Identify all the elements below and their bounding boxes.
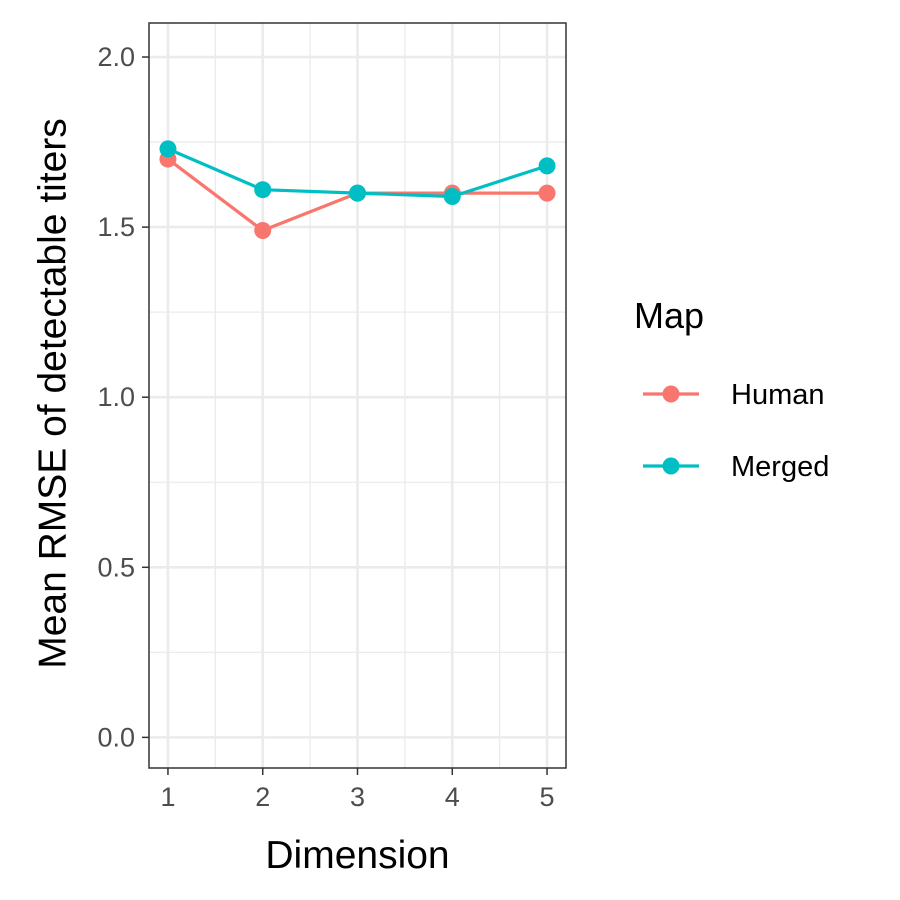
data-point	[443, 187, 461, 205]
legend-key-point	[662, 457, 680, 475]
legend-label: Human	[731, 379, 825, 411]
data-point	[254, 222, 272, 240]
legend: Map Human Merged	[634, 295, 829, 483]
y-axis-title: Mean RMSE of detectable titers	[32, 118, 75, 669]
x-axis-title: Dimension	[265, 834, 449, 877]
legend-label: Merged	[731, 451, 829, 483]
x-tick-label: 1	[160, 782, 175, 812]
x-tick-label: 5	[540, 782, 555, 812]
plot-panel	[148, 22, 567, 769]
series-merged	[159, 140, 556, 205]
y-tick-label: 0.0	[97, 722, 135, 752]
y-tick-label: 1.0	[97, 382, 135, 412]
x-tick-label: 3	[350, 782, 365, 812]
y-tick-label: 2.0	[97, 42, 135, 72]
legend-item-human: Human	[643, 379, 825, 411]
legend-key-point	[662, 385, 680, 403]
series-layer	[159, 140, 556, 240]
x-tick-label: 4	[445, 782, 460, 812]
y-tick-label: 1.5	[97, 212, 135, 242]
data-point	[159, 140, 177, 158]
data-point	[538, 157, 556, 175]
data-point	[538, 184, 556, 202]
legend-item-merged: Merged	[643, 451, 829, 483]
x-tick-label: 2	[255, 782, 270, 812]
major-gridlines	[149, 23, 566, 768]
y-tick-label: 0.5	[97, 552, 135, 582]
axes: 1 2 3 4 5 0.0 0.5 1.0 1.5 2.0	[97, 42, 554, 812]
legend-title: Map	[634, 295, 704, 336]
data-point	[349, 184, 366, 202]
data-point	[254, 181, 272, 199]
legend-items: Human Merged	[643, 379, 829, 483]
